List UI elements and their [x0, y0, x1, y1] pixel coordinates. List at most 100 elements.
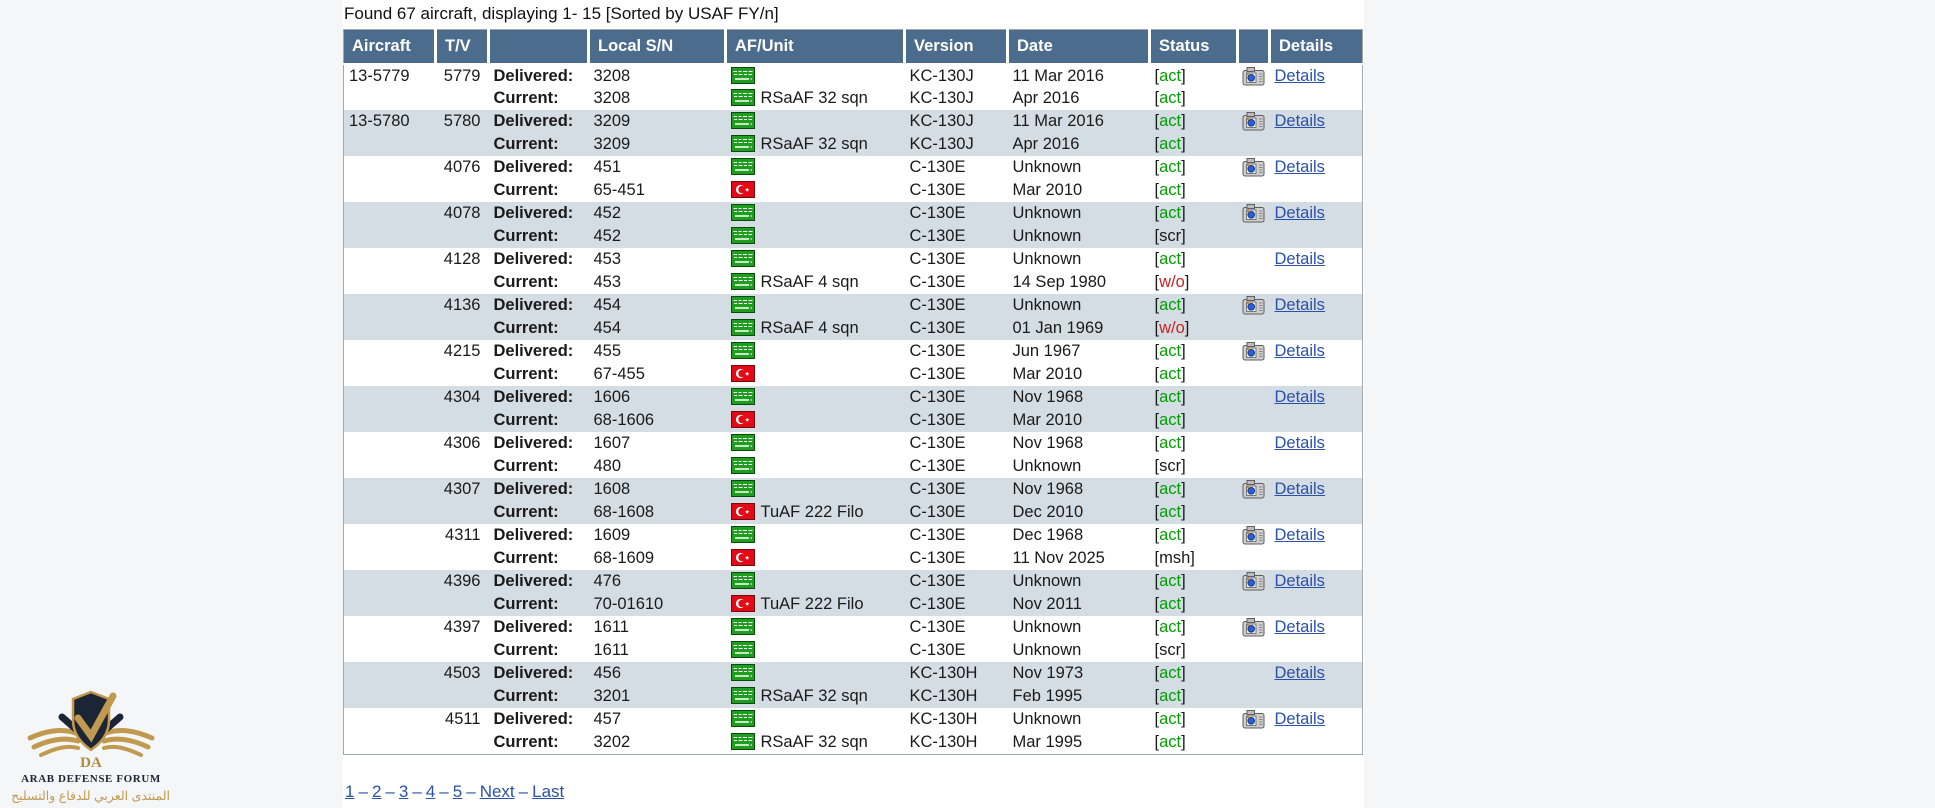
af-unit-cell: [726, 639, 905, 662]
camera-icon[interactable]: [1242, 571, 1265, 591]
af-unit-cell: [726, 64, 905, 87]
last-page-link[interactable]: Last: [532, 781, 565, 801]
af-unit-cell: [726, 156, 905, 179]
status-value: act: [1159, 112, 1182, 130]
camera-icon[interactable]: [1242, 709, 1265, 729]
details-cell: [1270, 363, 1363, 386]
page-link-2[interactable]: 2: [371, 781, 382, 801]
page-link-3[interactable]: 3: [398, 781, 409, 801]
date-cell: Unknown: [1012, 250, 1082, 268]
status-value: act: [1159, 434, 1182, 452]
date-cell: Feb 1995: [1007, 685, 1150, 708]
details-cell: Details: [1269, 662, 1363, 685]
version-cell: C-130E: [909, 434, 966, 452]
status-value: act: [1159, 204, 1182, 222]
status-value: act: [1159, 296, 1182, 314]
local-sn-cell: 452: [588, 202, 726, 225]
tv-cell: [435, 317, 489, 340]
details-cell: [1270, 179, 1363, 202]
camera-icon[interactable]: [1242, 341, 1265, 361]
aircraft-row-delivered: 13-5780 5780 Delivered: 3209 KC-130J 11 Mar 2…: [343, 110, 1363, 133]
details-link[interactable]: Details: [1274, 618, 1325, 636]
local-sn-cell: 457: [593, 710, 622, 728]
date-cell: Unknown: [1007, 225, 1150, 248]
details-link[interactable]: Details: [1274, 710, 1325, 728]
details-link[interactable]: Details: [1274, 388, 1325, 406]
record-type-label: Current:: [488, 593, 589, 616]
details-cell: Details: [1270, 340, 1363, 363]
aircraft-row-delivered: 4311 Delivered: 1609 C-130E Dec 1968 [act] Det…: [344, 524, 1363, 547]
page-link-5[interactable]: 5: [452, 781, 463, 801]
af-unit-cell: [726, 248, 905, 271]
tv-cell: 4304: [435, 386, 489, 409]
forum-logo-icon: DA: [27, 690, 155, 771]
tv-cell: 4136: [435, 294, 489, 317]
aircraft-row-delivered: 4307 Delivered: 1608 C-130E Nov 1968 [act] Det…: [343, 478, 1363, 501]
record-type-label: Current:: [488, 685, 589, 708]
status-cell: [act]: [1149, 110, 1238, 133]
details-link[interactable]: Details: [1274, 158, 1325, 176]
details-link[interactable]: Details: [1274, 204, 1325, 222]
aircraft-row-current: Current: 3202 RSaAF 32 sqn KC-130H Mar 1995 […: [344, 731, 1363, 754]
details-cell: Details: [1270, 248, 1363, 271]
status-value: act: [1159, 595, 1182, 613]
camera-icon[interactable]: [1242, 203, 1265, 223]
status-cell: [act]: [1154, 434, 1186, 452]
details-link[interactable]: Details: [1274, 572, 1325, 590]
details-cell: Details: [1269, 386, 1363, 409]
record-type-label: Current:: [493, 181, 559, 199]
saudi-flag-icon: [730, 89, 755, 106]
local-sn-cell: 1611: [593, 618, 629, 636]
camera-icon[interactable]: [1242, 479, 1265, 499]
camera-icon[interactable]: [1242, 111, 1265, 131]
aircraft-cell: [343, 133, 436, 156]
af-unit-cell: [725, 478, 905, 501]
saudi-flag-icon: [730, 227, 755, 244]
saudi-flag-icon: [730, 319, 755, 336]
next-page-link[interactable]: Next: [479, 781, 515, 801]
aircraft-row-current: Current: 68-1606 C-130E Mar 2010 [act]: [343, 409, 1363, 432]
camera-icon[interactable]: [1242, 617, 1265, 637]
camera-icon[interactable]: [1242, 295, 1265, 315]
camera-icon[interactable]: [1242, 66, 1265, 86]
tv-cell: [435, 409, 489, 432]
status-cell: [act]: [1154, 342, 1186, 360]
details-link[interactable]: Details: [1274, 434, 1325, 452]
details-link[interactable]: Details: [1274, 66, 1325, 85]
photo-cell: [1237, 294, 1270, 317]
details-cell: [1269, 317, 1363, 340]
date-cell: Unknown: [1007, 294, 1150, 317]
aircraft-row-current: Current: 3208 RSaAF 32 sqn KC-130J Apr 2016 […: [344, 87, 1363, 110]
page-link-1[interactable]: 1: [345, 781, 355, 801]
camera-icon[interactable]: [1242, 525, 1265, 545]
details-cell: Details: [1269, 570, 1363, 593]
aircraft-cell: [344, 248, 436, 271]
details-link[interactable]: Details: [1274, 664, 1325, 682]
local-sn-cell: 454: [588, 317, 726, 340]
date-cell: 11 Nov 2025: [1012, 549, 1105, 567]
camera-icon[interactable]: [1242, 157, 1265, 177]
version-cell: C-130E: [904, 294, 1008, 317]
status-value: act: [1159, 181, 1182, 199]
logo-monogram: DA: [80, 755, 102, 770]
column-header-tv: T/V: [434, 29, 489, 65]
details-link[interactable]: Details: [1274, 250, 1325, 268]
details-link[interactable]: Details: [1274, 526, 1325, 544]
details-link[interactable]: Details: [1274, 296, 1325, 314]
photo-cell: [1237, 202, 1270, 225]
details-link[interactable]: Details: [1274, 480, 1325, 498]
page-link-4[interactable]: 4: [425, 781, 436, 801]
details-link[interactable]: Details: [1274, 342, 1325, 360]
tv-cell: [435, 593, 489, 616]
aircraft-row-current: Current: 68-1608 TuAF 222 Filo C-130E Dec 20…: [343, 501, 1363, 524]
aircraft-cell: [343, 317, 436, 340]
status-value: act: [1159, 342, 1182, 360]
date-cell: Mar 2010: [1012, 181, 1083, 199]
version-cell: C-130E: [909, 250, 966, 268]
details-cell: Details: [1269, 110, 1363, 133]
pagination-separator: –: [466, 781, 476, 801]
photo-cell: [1237, 317, 1270, 340]
tv-cell: 4076: [443, 158, 481, 176]
date-cell: Dec 1968: [1012, 526, 1084, 544]
details-link[interactable]: Details: [1274, 112, 1325, 130]
